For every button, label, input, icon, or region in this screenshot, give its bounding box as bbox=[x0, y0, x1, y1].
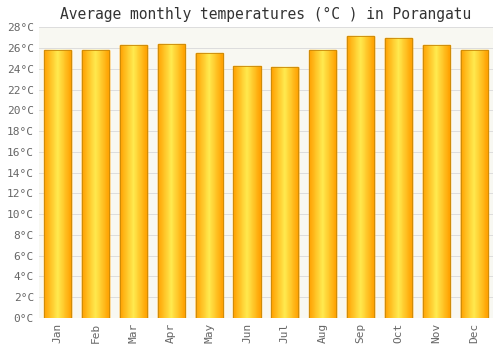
Bar bbox=[347, 36, 374, 318]
Title: Average monthly temperatures (°C ) in Porangatu: Average monthly temperatures (°C ) in Po… bbox=[60, 7, 472, 22]
Bar bbox=[234, 66, 260, 318]
Bar bbox=[82, 50, 109, 318]
Bar bbox=[44, 50, 72, 318]
Bar bbox=[158, 44, 185, 318]
Bar bbox=[422, 45, 450, 318]
Bar bbox=[271, 67, 298, 318]
Bar bbox=[120, 45, 147, 318]
Bar bbox=[385, 38, 412, 318]
Bar bbox=[196, 53, 223, 318]
Bar bbox=[309, 50, 336, 318]
Bar bbox=[460, 50, 488, 318]
